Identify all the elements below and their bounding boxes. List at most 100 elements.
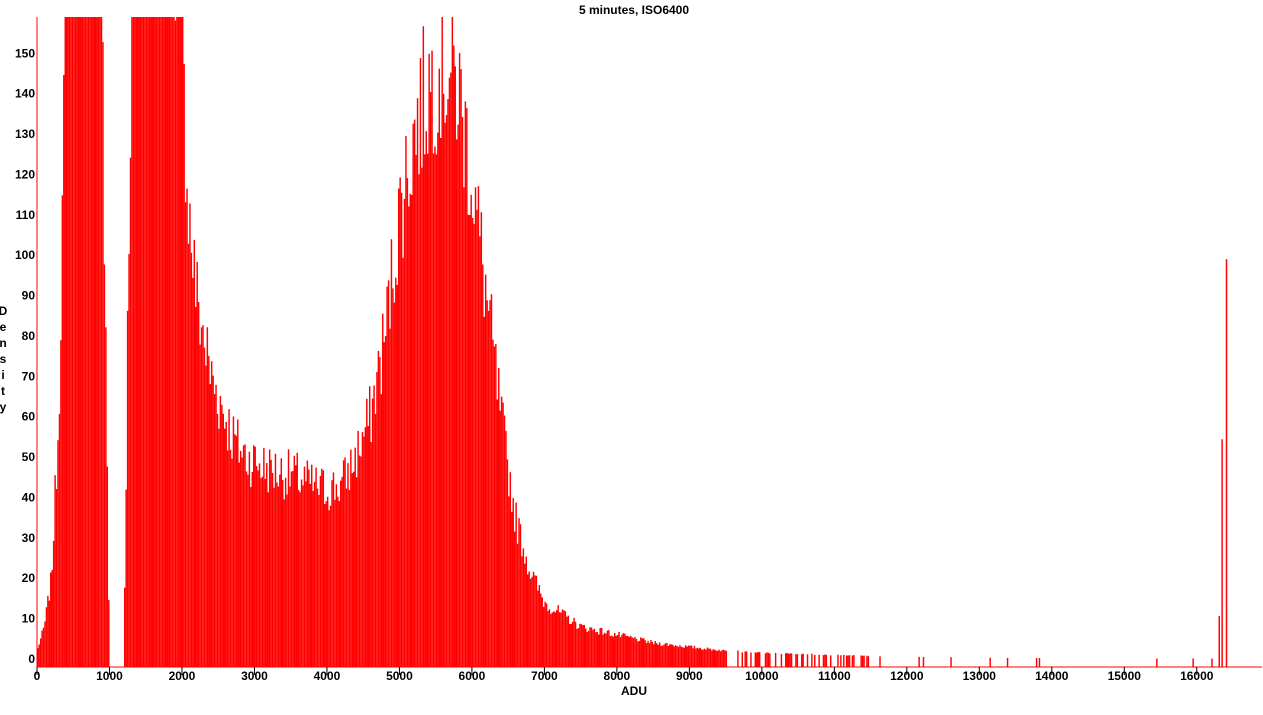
- histogram-bar: [290, 471, 293, 667]
- histogram-bar: [711, 650, 713, 667]
- histogram-bar: [848, 655, 851, 667]
- histogram-bar: [703, 648, 706, 667]
- histogram-bar: [287, 449, 290, 667]
- histogram-bar: [516, 543, 519, 667]
- histogram-bar: [637, 641, 639, 667]
- histogram-bar: [245, 471, 248, 667]
- x-tick-label: 0: [34, 669, 41, 683]
- histogram-bar: [382, 313, 384, 667]
- histogram-bar: [719, 651, 722, 667]
- histogram-bar: [825, 654, 828, 667]
- histogram-bar: [683, 647, 686, 667]
- histogram-bar: [416, 98, 419, 668]
- histogram-bar: [123, 587, 126, 667]
- histogram-bar: [634, 637, 636, 667]
- histogram-bar: [551, 612, 554, 667]
- histogram-bar: [658, 642, 661, 667]
- histogram-bar: [596, 632, 599, 667]
- histogram-bar: [496, 399, 499, 667]
- histogram-bar: [166, 17, 168, 667]
- histogram-bar: [219, 396, 222, 667]
- histogram-bar: [522, 548, 525, 667]
- histogram-bar: [84, 17, 87, 667]
- histogram-bar: [482, 264, 484, 667]
- histogram-bar: [1035, 658, 1038, 667]
- histogram-bar: [371, 398, 374, 667]
- y-axis-label-letter: i: [1, 368, 4, 382]
- y-axis-label-letter: t: [1, 384, 5, 398]
- histogram-bar: [860, 655, 862, 667]
- histogram-bar: [377, 350, 380, 667]
- histogram-bar: [686, 646, 688, 667]
- histogram-bar: [57, 440, 59, 667]
- histogram-bar: [708, 648, 710, 667]
- histogram-bar: [157, 17, 159, 667]
- histogram-bar: [297, 490, 300, 667]
- histogram-bar: [529, 578, 532, 667]
- histogram-bar: [126, 310, 129, 667]
- histogram-bar: [796, 654, 799, 667]
- histogram-bar: [629, 635, 632, 667]
- histogram-bar: [508, 496, 510, 667]
- histogram-bar: [531, 576, 533, 667]
- histogram-bar: [234, 434, 236, 667]
- histogram-bar: [702, 649, 704, 667]
- histogram-bar: [232, 416, 235, 667]
- histogram-bar: [447, 99, 449, 667]
- histogram-bar: [569, 623, 571, 667]
- histogram-bar: [628, 636, 630, 667]
- histogram-bar: [415, 154, 417, 667]
- histogram-bar: [348, 489, 351, 667]
- histogram-bar: [498, 368, 500, 667]
- histogram-bar: [338, 501, 340, 667]
- histogram-bar: [534, 575, 536, 667]
- histogram-bar: [39, 638, 42, 667]
- x-tick-label: 15000: [1108, 669, 1142, 683]
- histogram-bar: [487, 310, 490, 667]
- histogram-bar: [563, 610, 565, 667]
- histogram-bar: [451, 17, 454, 667]
- y-tick-label: 40: [22, 490, 36, 504]
- histogram-bar: [461, 117, 464, 668]
- histogram-bar: [370, 442, 372, 667]
- histogram-bar: [379, 357, 381, 667]
- histogram-bar: [253, 445, 255, 667]
- histogram-bar: [721, 650, 723, 667]
- histogram-bar: [389, 328, 391, 667]
- histogram-bar: [660, 645, 662, 667]
- histogram-bar: [268, 449, 271, 667]
- histogram-bar: [350, 449, 352, 667]
- histogram-bar: [667, 645, 670, 667]
- histogram-bar: [396, 285, 398, 667]
- histogram-bar: [160, 17, 162, 667]
- histogram-bar: [479, 236, 481, 667]
- histogram-bar: [83, 17, 85, 667]
- y-tick-label: 80: [22, 329, 36, 343]
- histogram-bar: [344, 457, 346, 667]
- histogram-bar: [411, 194, 413, 667]
- histogram-bar: [342, 460, 345, 667]
- histogram-bar: [554, 612, 556, 667]
- histogram-bar: [606, 630, 609, 667]
- histogram-bar: [576, 628, 578, 667]
- histogram-bar: [154, 17, 156, 667]
- y-axis-ticks: 0 10 20 30 40 50 60 70 80 90 100 110 120 130 140 150: [15, 46, 35, 666]
- histogram-bar: [139, 17, 142, 667]
- histogram-bar: [309, 483, 311, 667]
- histogram-bar: [42, 627, 45, 667]
- histogram-bar: [538, 585, 541, 667]
- histogram-bar: [99, 17, 101, 667]
- histogram-bar: [670, 644, 672, 667]
- histogram-bar: [706, 647, 709, 667]
- histogram-bar: [560, 612, 562, 667]
- histogram-bar: [302, 485, 304, 667]
- histogram-bar: [258, 463, 261, 667]
- histogram-bar: [625, 635, 628, 667]
- y-tick-label: 110: [16, 208, 36, 222]
- y-axis-label-letter: s: [0, 352, 7, 366]
- histogram-bar: [648, 643, 651, 667]
- histogram-bar: [840, 655, 842, 667]
- histogram-bar: [60, 340, 62, 667]
- histogram-bar: [671, 644, 674, 667]
